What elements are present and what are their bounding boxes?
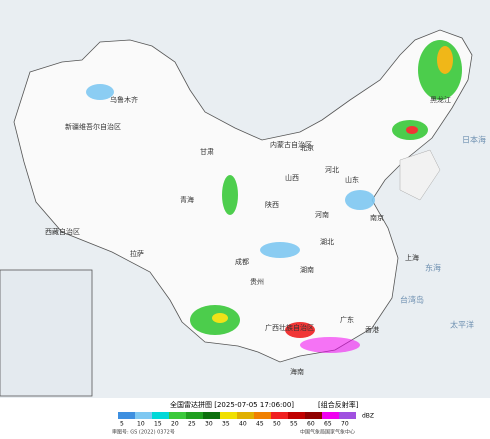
legend-swatch bbox=[288, 412, 305, 419]
source: 中国气象局国家气象中心 bbox=[300, 429, 355, 436]
legend-value: 15 bbox=[154, 421, 162, 428]
legend-value: 20 bbox=[171, 421, 179, 428]
legend-value: 60 bbox=[307, 421, 315, 428]
legend-value: 40 bbox=[239, 421, 247, 428]
legend-swatch bbox=[322, 412, 339, 419]
place-label: 黑龙江 bbox=[430, 95, 451, 104]
legend-swatch bbox=[169, 412, 186, 419]
sea-label: 东海 bbox=[425, 263, 441, 273]
legend-value: 10 bbox=[137, 421, 145, 428]
place-label: 内蒙古自治区 bbox=[270, 140, 312, 149]
legend-value: 5 bbox=[120, 421, 124, 428]
footer: 审图号: GS (2022) 0372号 bbox=[112, 429, 175, 436]
place-label: 西藏自治区 bbox=[45, 227, 80, 236]
legend-value: 45 bbox=[256, 421, 264, 428]
place-label: 陕西 bbox=[265, 200, 279, 209]
sea-label: 日本海 bbox=[462, 135, 486, 145]
legend-swatch bbox=[152, 412, 169, 419]
legend-value: 30 bbox=[205, 421, 213, 428]
place-label: 山西 bbox=[285, 173, 299, 182]
neighbor-land bbox=[399, 149, 441, 201]
place-label: 广东 bbox=[340, 315, 354, 324]
place-label: 拉萨 bbox=[130, 249, 144, 258]
place-label: 湖北 bbox=[320, 237, 334, 246]
place-label: 海南 bbox=[290, 367, 304, 376]
legend-swatch bbox=[237, 412, 254, 419]
south-china-sea-inset bbox=[0, 269, 93, 397]
title: 全国雷达拼图 [2025-07-05 17:06:00] bbox=[170, 400, 294, 409]
sea-label: 太平洋 bbox=[450, 320, 474, 330]
legend-swatch bbox=[186, 412, 203, 419]
legend-value: 25 bbox=[188, 421, 196, 428]
place-label: 香港 bbox=[365, 325, 379, 334]
legend-swatch bbox=[220, 412, 237, 419]
place-label: 南京 bbox=[370, 213, 384, 222]
legend-swatch bbox=[203, 412, 220, 419]
legend-swatch bbox=[305, 412, 322, 419]
legend-value: 55 bbox=[290, 421, 298, 428]
legend-swatch bbox=[135, 412, 152, 419]
place-label: 成都 bbox=[235, 257, 249, 266]
place-label: 北京 bbox=[300, 143, 314, 152]
place-label: 甘肃 bbox=[200, 147, 214, 156]
product: [组合反射率] bbox=[318, 400, 359, 409]
legend-swatch bbox=[339, 412, 356, 419]
legend-value: 35 bbox=[222, 421, 230, 428]
china-land bbox=[13, 29, 473, 363]
legend-swatch bbox=[118, 412, 135, 419]
sea-label: 台湾岛 bbox=[400, 295, 424, 305]
place-label: 贵州 bbox=[250, 277, 264, 286]
place-label: 河北 bbox=[325, 166, 339, 174]
place-label: 湖南 bbox=[300, 265, 314, 274]
legend-value: 70 bbox=[341, 421, 349, 428]
legend-value: 65 bbox=[324, 421, 332, 428]
place-label: 广西壮族自治区 bbox=[265, 323, 314, 332]
place-label: 上海 bbox=[405, 253, 419, 262]
place-label: 新疆维吾尔自治区 bbox=[65, 122, 121, 131]
place-label: 山东 bbox=[345, 175, 359, 184]
radar-echoes bbox=[86, 40, 462, 353]
place-label: 河南 bbox=[315, 210, 329, 219]
legend-swatch bbox=[254, 412, 271, 419]
place-label: 青海 bbox=[180, 195, 194, 204]
legend-swatch bbox=[271, 412, 288, 419]
legend-value: 50 bbox=[273, 421, 281, 428]
place-label: 乌鲁木齐 bbox=[110, 95, 138, 104]
legend-unit: dBZ bbox=[362, 413, 374, 420]
